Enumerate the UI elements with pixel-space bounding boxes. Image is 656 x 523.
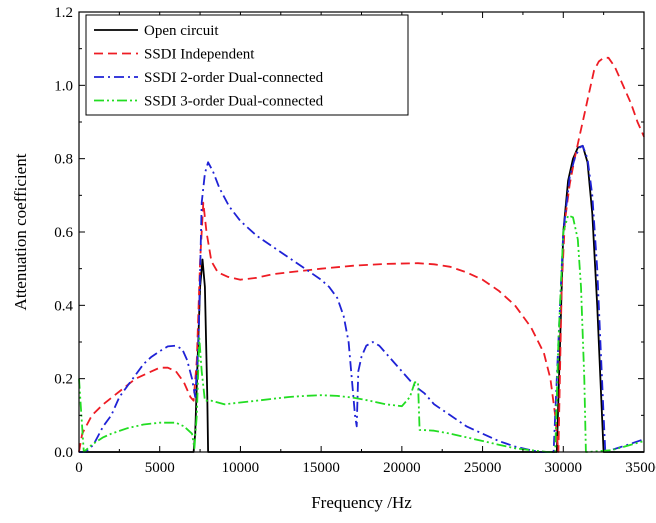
legend-label: Open circuit bbox=[144, 23, 219, 39]
x-tick-label: 30000 bbox=[545, 460, 583, 476]
legend-box bbox=[85, 14, 409, 116]
x-tick-label: 15000 bbox=[302, 460, 340, 476]
series-line bbox=[78, 56, 645, 453]
legend-label: SSDI 3-order Dual-connected bbox=[144, 94, 324, 110]
legend-entries: Open circuit SSDI Independent SSDI 2-order… bbox=[94, 23, 324, 110]
legend-label: SSDI 2-order Dual-connected bbox=[144, 70, 324, 86]
y-tick-label: 0.4 bbox=[54, 298, 73, 314]
x-tick-label: 0 bbox=[75, 460, 83, 476]
x-tick-label: 5000 bbox=[145, 460, 175, 476]
y-tick-label: 0.8 bbox=[54, 152, 73, 168]
y-tick-label: 0.2 bbox=[54, 372, 73, 388]
plot-series bbox=[78, 56, 645, 453]
y-tick-label: 1.2 bbox=[54, 5, 73, 21]
series-line bbox=[79, 144, 645, 453]
legend: Open circuit SSDI Independent SSDI 2-order… bbox=[85, 14, 409, 116]
y-tick-label: 0.0 bbox=[54, 445, 73, 461]
x-axis-label: Frequency /Hz bbox=[311, 493, 412, 512]
y-tick-label: 1.0 bbox=[54, 78, 73, 94]
legend-label: SSDI Independent bbox=[144, 47, 255, 63]
y-axis-label: Attenuation coefficient bbox=[11, 153, 30, 310]
series-line bbox=[78, 214, 645, 453]
x-tick-label: 10000 bbox=[222, 460, 260, 476]
x-tick-label: 25000 bbox=[464, 460, 502, 476]
y-axis-ticks: 0.0 0.2 0.4 0.6 0.8 1.0 1.2 bbox=[54, 5, 644, 461]
y-tick-label: 0.6 bbox=[54, 225, 73, 241]
x-tick-label: 20000 bbox=[383, 460, 421, 476]
